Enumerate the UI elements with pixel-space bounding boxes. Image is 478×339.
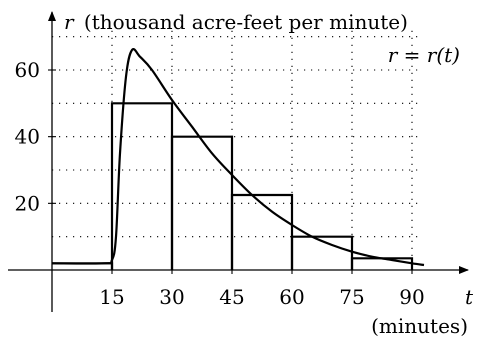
- y-tick-label: 40: [15, 125, 40, 149]
- x-tick-label: 15: [99, 285, 124, 309]
- grid-lines: [52, 30, 420, 270]
- rate-curve: [51, 48, 425, 267]
- step-bars: [52, 102, 414, 270]
- curve-label: r = r(t): [388, 43, 460, 67]
- curve-r-of-t: [51, 48, 425, 267]
- step-bar: [230, 193, 294, 270]
- step-bar: [170, 135, 234, 270]
- x-tick-label: 60: [279, 285, 304, 309]
- x-tick-label: 90: [399, 285, 424, 309]
- y-tick-label: 60: [15, 58, 40, 82]
- step-bar: [350, 257, 414, 270]
- x-axis-units: (minutes): [371, 314, 468, 338]
- step-bar: [290, 235, 354, 270]
- y-axis-label: r (thousand acre-feet per minute): [64, 10, 408, 34]
- y-axis-variable: r: [64, 10, 75, 34]
- x-tick-label: 45: [219, 285, 244, 309]
- x-tick-label: 30: [159, 285, 184, 309]
- x-axis-variable: t: [465, 285, 474, 309]
- tick-labels: 15 30 45 60 75 90 20 40 60: [15, 58, 425, 309]
- y-tick-label: 20: [15, 191, 40, 215]
- x-tick-label: 75: [339, 285, 364, 309]
- y-axis-units: (thousand acre-feet per minute): [84, 10, 408, 34]
